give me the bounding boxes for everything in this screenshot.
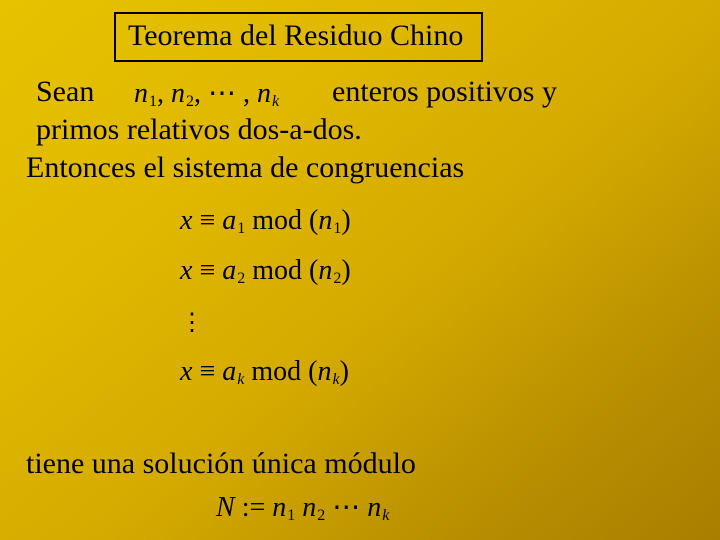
seq-nk: nk [257, 78, 279, 109]
modulus-n2: n2 [302, 492, 325, 523]
text-tiene-content: tiene una solución única módulo [26, 447, 416, 480]
seq-comma1: , [157, 78, 171, 109]
congruence-row-k: x ≡ ak mod (nk) [180, 347, 351, 397]
vertical-ellipsis-icon: ⋮ [180, 311, 204, 335]
congruence-row-2: x ≡ a2 mod (n2) [180, 246, 351, 296]
seq-n2: n2 [171, 78, 194, 109]
text-primos: primos relativos dos-a-dos. [36, 110, 362, 149]
text-sean: Sean [36, 72, 94, 111]
seq-ellipsis: ⋯ [208, 78, 236, 109]
slide-title-box: Teorema del Residuo Chino [114, 12, 483, 62]
text-enteros-content: enteros positivos y [332, 75, 557, 108]
text-sean-content: Sean [36, 75, 94, 108]
slide-title: Teorema del Residuo Chino [128, 19, 463, 52]
text-primos-content: primos relativos dos-a-dos. [36, 113, 362, 146]
congruence-row-ellipsis: ⋮ [180, 297, 351, 347]
sequence-n: n1, n2, ⋯ , nk [134, 76, 279, 111]
modulus-ellipsis: ⋯ [332, 492, 360, 523]
seq-n1: n1 [134, 78, 157, 109]
seq-comma3: , [243, 78, 257, 109]
text-enteros: enteros positivos y [332, 72, 557, 111]
congruence-system: x ≡ a1 mod (n1) x ≡ a2 mod (n2) ⋮ x ≡ ak… [180, 196, 351, 398]
text-tiene: tiene una solución única módulo [26, 444, 416, 483]
seq-comma2: , [194, 78, 208, 109]
text-entonces-content: Entonces el sistema de congruencias [26, 151, 464, 184]
text-entonces: Entonces el sistema de congruencias [26, 148, 464, 187]
modulus-nk: nk [367, 492, 389, 523]
modulus-N: N [216, 492, 235, 523]
congruence-row-1: x ≡ a1 mod (n1) [180, 196, 351, 246]
modulus-assign: := [242, 492, 266, 523]
modulus-n1: n1 [272, 492, 295, 523]
modulus-definition: N := n1 n2 ⋯ nk [216, 490, 389, 525]
